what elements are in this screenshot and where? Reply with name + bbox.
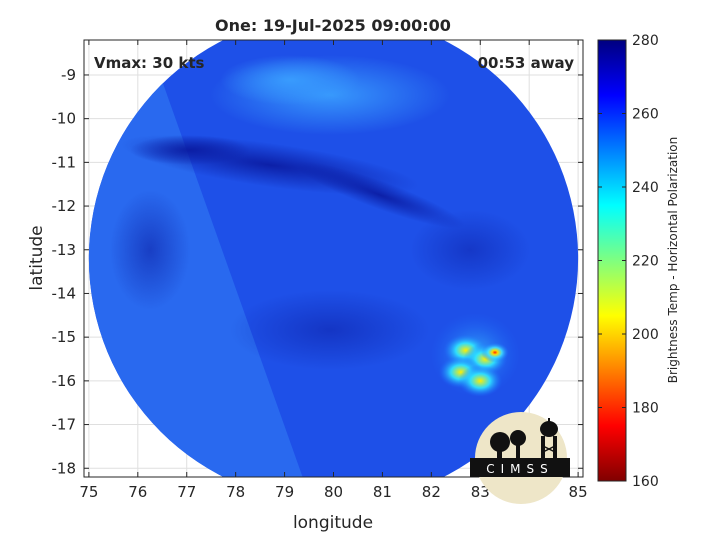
y-tick-label: -15: [52, 328, 77, 346]
colorbar-tick-label: 260: [632, 107, 659, 123]
x-tick-label: 82: [422, 483, 441, 501]
cimss-logo-text: CIMSS: [486, 462, 554, 476]
y-tick-label: -9: [61, 66, 76, 84]
colorbar-tick-label: 240: [632, 180, 659, 196]
x-tick-label: 80: [324, 483, 343, 501]
colorbar-tick-label: 280: [632, 33, 659, 49]
y-axis: -9 -10 -11 -12 -13 -14 -15 -16 -17 -18: [52, 66, 583, 477]
y-tick-label: -10: [52, 110, 77, 128]
y-axis-label: latitude: [27, 225, 47, 290]
colorbar: [597, 39, 627, 482]
x-axis-label: longitude: [293, 513, 373, 533]
x-tick-label: 79: [275, 483, 294, 501]
swath-image: [88, 40, 579, 477]
y-tick-label: -13: [52, 241, 77, 259]
x-tick-label: 83: [471, 483, 490, 501]
convection-features: [430, 312, 521, 397]
colorbar-tick-label: 160: [632, 474, 659, 490]
colorbar-tick-label: 180: [632, 401, 659, 417]
y-tick-label: -12: [52, 197, 77, 215]
y-tick-label: -18: [52, 459, 77, 477]
x-tick-label: 78: [226, 483, 245, 501]
feature-convection: [458, 364, 503, 397]
y-tick-label: -14: [52, 284, 77, 302]
x-tick-label: 85: [569, 483, 588, 501]
colorbar-label: Brightness Temp - Horizontal Polarizatio…: [666, 137, 680, 384]
x-tick-label: 77: [177, 483, 196, 501]
vmax-annotation: Vmax: 30 kts: [94, 54, 204, 72]
x-tick-label: 81: [373, 483, 392, 501]
time-away-annotation: 00:53 away: [478, 54, 575, 72]
colorbar-tick-label: 220: [632, 254, 659, 270]
chart-title: One: 19-Jul-2025 09:00:00: [215, 16, 451, 35]
y-tick-label: -16: [52, 372, 77, 390]
colorbar-ticks: 280 260 240 220 200 180 160: [598, 33, 659, 490]
x-tick-label: 76: [128, 483, 147, 501]
y-tick-label: -17: [52, 416, 77, 434]
feature-convection-core: [480, 342, 509, 363]
y-tick-label: -11: [52, 153, 77, 171]
x-tick-label: 75: [79, 483, 98, 501]
cimss-logo: CIMSS: [470, 412, 570, 504]
colorbar-tick-label: 200: [632, 327, 659, 343]
